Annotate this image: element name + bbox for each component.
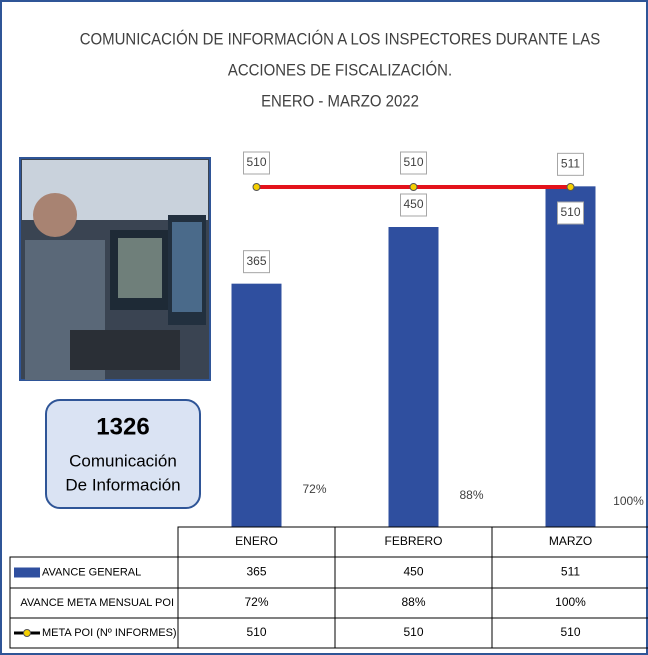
chart-title: ENERO - MARZO 2022: [261, 93, 419, 111]
x-tick-label: MARZO: [549, 534, 592, 548]
meta-marker: [410, 184, 417, 191]
annotation-number: 1326: [96, 413, 149, 440]
annotation-text: Comunicación: [69, 451, 177, 470]
legend-label: META POI (Nº INFORMES): [42, 627, 177, 639]
percent-label: 72%: [302, 482, 326, 496]
x-tick-label: ENERO: [235, 534, 278, 548]
chart-title: COMUNICACIÓN DE INFORMACIÓN A LOS INSPEC…: [80, 29, 601, 49]
photo: [20, 158, 210, 380]
percent-label: 100%: [613, 494, 644, 508]
table-cell: 450: [403, 565, 423, 579]
table-cell: 365: [246, 565, 266, 579]
bar-value-label: 450: [403, 197, 423, 211]
legend-swatch: [24, 630, 31, 637]
chart-title: ACCIONES DE FISCALIZACIÓN.: [228, 60, 452, 80]
bar: [546, 186, 596, 527]
table-cell: 88%: [401, 595, 425, 609]
annotation-text: De Información: [65, 475, 180, 494]
bar-value-label: 365: [246, 254, 266, 268]
chart: 1326 Comunicación De Información COMUNIC…: [0, 0, 648, 655]
table-cell: 510: [246, 625, 266, 639]
bar-value-label: 511: [561, 157, 580, 171]
meta-marker: [253, 184, 260, 191]
meta-value-label: 510: [560, 205, 580, 219]
table-cell: 100%: [555, 595, 586, 609]
table-cell: 511: [561, 565, 580, 579]
table-cell: 510: [403, 625, 423, 639]
meta-value-label: 510: [246, 155, 266, 169]
percent-label: 88%: [459, 488, 483, 502]
meta-marker: [567, 184, 574, 191]
bar: [232, 284, 282, 527]
legend-label: AVANCE META MENSUAL POI: [20, 597, 174, 609]
meta-value-label: 510: [403, 155, 423, 169]
legend-label: AVANCE GENERAL: [42, 566, 141, 578]
bar: [389, 227, 439, 527]
legend-swatch: [14, 568, 40, 578]
table-cell: 510: [560, 625, 580, 639]
x-tick-label: FEBRERO: [384, 534, 442, 548]
table-cell: 72%: [244, 595, 268, 609]
